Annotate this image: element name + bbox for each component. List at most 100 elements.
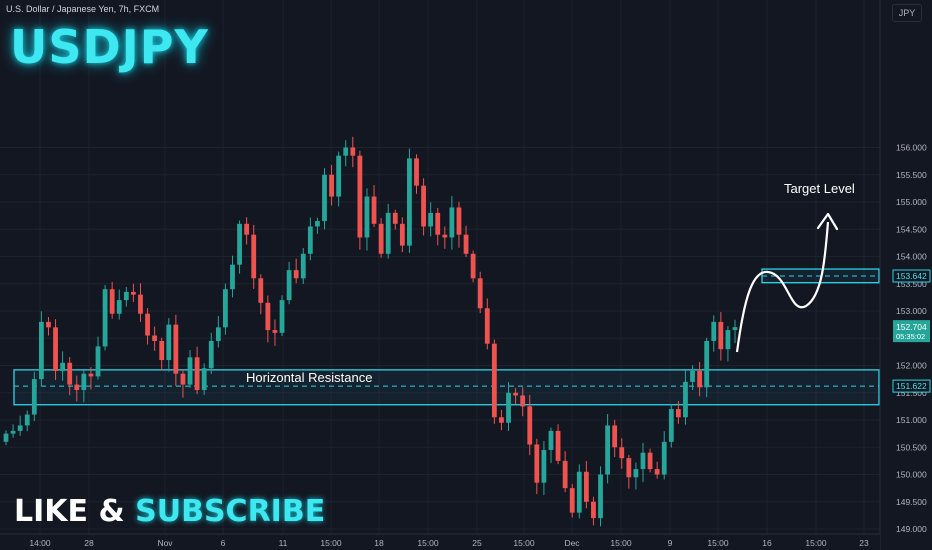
candle xyxy=(166,318,171,371)
time-tick-label: 23 xyxy=(859,538,869,548)
candle xyxy=(534,439,539,494)
candle xyxy=(110,282,115,319)
time-tick-label: 28 xyxy=(84,538,94,548)
candle xyxy=(669,404,674,447)
candle-body xyxy=(542,450,547,483)
candle xyxy=(124,287,129,307)
time-tick-label: Dec xyxy=(564,538,580,548)
candle xyxy=(499,410,504,430)
candle xyxy=(556,424,561,464)
candle-body xyxy=(209,341,214,368)
candle xyxy=(25,410,30,431)
candle xyxy=(343,140,348,166)
candle xyxy=(357,151,362,250)
candle-body xyxy=(32,379,37,414)
candle-body xyxy=(138,295,143,314)
candle xyxy=(251,225,256,289)
candle xyxy=(273,319,278,345)
bar-countdown: 05:35:02 xyxy=(896,332,925,341)
candle-body xyxy=(626,458,631,477)
candle xyxy=(138,283,143,322)
candle-body xyxy=(202,368,207,390)
ampersand-text: & xyxy=(98,494,124,529)
candle xyxy=(386,204,391,259)
candle-body xyxy=(492,344,497,418)
candle-body xyxy=(117,300,122,314)
candle-body xyxy=(181,374,186,385)
candle xyxy=(662,431,667,479)
candle-body xyxy=(216,327,221,341)
candle-body xyxy=(110,289,115,314)
candle xyxy=(612,420,617,457)
candle xyxy=(103,285,108,350)
candle-body xyxy=(407,158,412,245)
candle xyxy=(605,414,610,483)
time-tick-label: 6 xyxy=(221,538,226,548)
candle-body xyxy=(513,393,518,396)
candle-body xyxy=(704,341,709,387)
candle-body xyxy=(669,409,674,442)
candle xyxy=(280,295,285,336)
time-tick-label: 15:00 xyxy=(805,538,827,548)
candle xyxy=(315,218,320,234)
price-tick-label: 152.000 xyxy=(896,361,927,371)
resistance-zone xyxy=(14,370,879,405)
candle-body xyxy=(676,409,681,417)
subscribe-text: SUBSCRIBE xyxy=(135,494,325,529)
candle-body xyxy=(478,278,483,308)
candle-body xyxy=(25,415,30,426)
candle-body xyxy=(372,197,377,224)
currency-badge[interactable]: JPY xyxy=(892,4,922,22)
candle xyxy=(591,497,596,526)
candle-body xyxy=(612,425,617,447)
candle xyxy=(301,248,306,284)
candle xyxy=(32,372,37,421)
price-tick-label: 156.000 xyxy=(896,143,927,153)
candle xyxy=(209,333,214,374)
candle-body xyxy=(152,336,157,341)
candle xyxy=(308,218,313,261)
candle-body xyxy=(166,325,171,360)
grid-lines xyxy=(0,0,880,534)
candle-body xyxy=(485,308,490,343)
candle-body xyxy=(428,213,433,227)
candle xyxy=(435,208,440,245)
time-tick-label: 15:00 xyxy=(610,538,632,548)
candle xyxy=(188,350,193,388)
candle xyxy=(117,289,122,319)
candle-body xyxy=(393,213,398,224)
candle xyxy=(350,137,355,167)
candle-body xyxy=(379,224,384,254)
candle xyxy=(471,251,476,283)
candle xyxy=(216,316,221,348)
candle-body xyxy=(18,425,23,430)
candle xyxy=(584,461,589,508)
time-tick-label: 9 xyxy=(668,538,673,548)
candle-body xyxy=(726,330,731,349)
candle-body xyxy=(96,346,101,376)
candle-body xyxy=(308,227,313,254)
candle-body xyxy=(457,207,462,234)
candle-body xyxy=(265,303,270,330)
time-tick-label: 11 xyxy=(279,538,288,548)
candle-body xyxy=(11,431,16,434)
candle-body xyxy=(506,393,511,423)
price-tick-label: 155.500 xyxy=(896,170,927,180)
like-text: LIKE xyxy=(14,494,88,529)
candle xyxy=(287,262,292,304)
candle-body xyxy=(386,213,391,254)
symbol-info: U.S. Dollar / Japanese Yen, 7h, FXCM xyxy=(6,4,159,14)
candle-body xyxy=(350,148,355,156)
candle-body xyxy=(549,431,554,450)
candle-body xyxy=(464,235,469,254)
candle-body xyxy=(591,502,596,518)
candle xyxy=(365,188,370,250)
candle xyxy=(442,227,447,249)
candle-body xyxy=(697,371,702,387)
candle xyxy=(152,327,157,351)
time-axis-bg xyxy=(0,534,880,550)
candle-body xyxy=(414,158,419,185)
candle-body xyxy=(442,235,447,238)
